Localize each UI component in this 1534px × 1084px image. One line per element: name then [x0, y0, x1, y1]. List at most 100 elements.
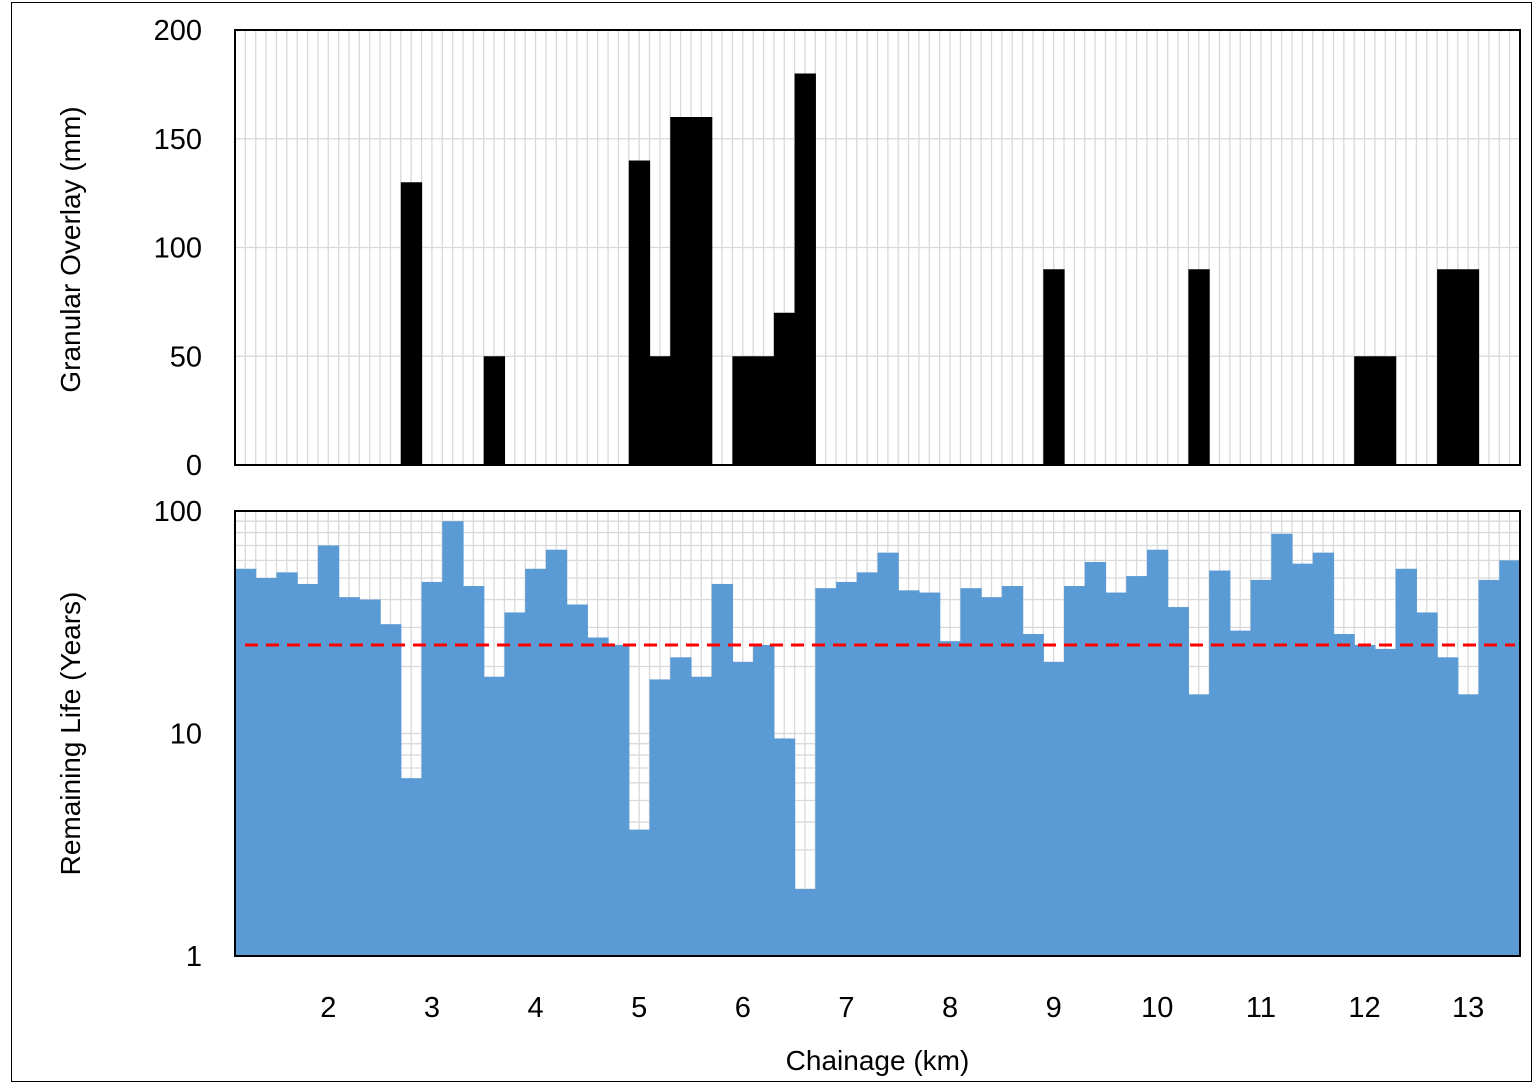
remaining-life-bar [359, 599, 381, 956]
remaining-life-bar [1084, 561, 1107, 956]
x-tick-label: 6 [735, 992, 751, 1024]
remaining-life-bar [462, 586, 485, 956]
x-tick-label: 4 [527, 992, 543, 1024]
overlay-bar [400, 182, 423, 465]
top-chart-grid [234, 29, 1521, 466]
overlay-bar [794, 73, 816, 465]
remaining-life-bar [1499, 560, 1521, 956]
remaining-life-bar [483, 676, 506, 956]
x-tick-label: 7 [838, 992, 854, 1024]
remaining-life-bar [918, 592, 941, 956]
remaining-life-bar [1001, 586, 1024, 956]
remaining-life-bar [898, 590, 920, 956]
remaining-life-bar [297, 583, 319, 956]
bottom-chart-bars [235, 521, 1521, 956]
remaining-life-bar [1209, 570, 1231, 956]
y-tick-label: 100 [154, 496, 202, 528]
y-tick-label: 0 [186, 450, 202, 482]
x-tick-label: 12 [1348, 992, 1380, 1024]
remaining-life-bar [545, 549, 568, 956]
y-tick-label: 100 [154, 233, 202, 265]
x-tick-label: 8 [942, 992, 958, 1024]
x-tick-label: 10 [1141, 992, 1173, 1024]
remaining-life-bar [856, 572, 879, 956]
top-y-axis-label: Granular Overlay (mm) [55, 106, 86, 392]
x-tick-label: 11 [1246, 992, 1276, 1024]
overlay-bar [1188, 269, 1210, 465]
remaining-life-bar [732, 661, 754, 956]
top-chart-bars [400, 73, 1480, 465]
remaining-life-bar [939, 641, 962, 956]
remaining-life-bar [1312, 552, 1335, 956]
x-tick-label: 13 [1452, 992, 1484, 1024]
remaining-life-bar [504, 612, 526, 956]
remaining-life-bar [794, 889, 816, 956]
overlay-bar [628, 160, 651, 465]
remaining-life-bar [1105, 592, 1127, 956]
remaining-life-bar [877, 552, 899, 956]
overlay-bar [773, 312, 796, 465]
x-tick-label: 5 [631, 992, 647, 1024]
remaining-life-bar [753, 644, 775, 956]
remaining-life-bar [317, 545, 340, 956]
remaining-life-bar [525, 568, 547, 956]
remaining-life-bar [276, 572, 298, 956]
top-y-tick-labels: 0 50 100 150 200 [154, 15, 202, 482]
overlay-bar [1354, 356, 1376, 465]
remaining-life-bar [1229, 630, 1252, 956]
remaining-life-bar [670, 657, 692, 956]
bottom-y-axis-label: Remaining Life (Years) [55, 592, 86, 876]
x-tick-labels: 2 3 4 5 6 7 8 9 10 11 12 13 [320, 992, 1484, 1024]
remaining-life-bar [608, 644, 630, 956]
remaining-life-bar [1167, 607, 1189, 956]
bottom-y-tick-labels: 1 10 100 [154, 496, 202, 973]
x-tick-label: 2 [320, 992, 336, 1024]
remaining-life-bar [1022, 634, 1044, 956]
bottom-plot-border [234, 510, 1521, 957]
x-tick-label: 9 [1046, 992, 1062, 1024]
remaining-life-bar [960, 588, 982, 956]
y-tick-label: 200 [154, 15, 202, 47]
x-tick-label: 3 [424, 992, 440, 1024]
remaining-life-bar [981, 597, 1003, 956]
remaining-life-bar [1043, 661, 1065, 956]
remaining-life-bar [1271, 533, 1293, 956]
overlay-bar [649, 356, 671, 465]
remaining-life-bar [235, 568, 257, 956]
remaining-life-bar [1333, 634, 1355, 956]
remaining-life-bar [1374, 648, 1397, 956]
overlay-bar [1374, 356, 1397, 465]
remaining-life-bar [711, 583, 734, 956]
remaining-life-bar [1354, 644, 1376, 956]
remaining-life-bar [587, 637, 609, 956]
remaining-life-bar [1437, 657, 1459, 956]
overlay-bar [732, 356, 754, 465]
remaining-life-bar [836, 581, 858, 956]
remaining-life-bar [1478, 579, 1500, 956]
overlay-bar [670, 117, 692, 465]
overlay-bar [1457, 269, 1480, 465]
y-tick-label: 10 [170, 719, 202, 751]
remaining-life-bar [1416, 612, 1438, 956]
remaining-life-bar [1146, 549, 1169, 956]
remaining-life-bar [628, 829, 651, 956]
remaining-life-bar [400, 778, 423, 956]
overlay-bar [1437, 269, 1459, 465]
remaining-life-bar [1188, 694, 1210, 956]
overlay-bar [483, 356, 506, 465]
top-plot-border [234, 29, 1521, 466]
remaining-life-bar [773, 738, 796, 956]
remaining-life-bar [1126, 576, 1148, 956]
remaining-life-bar [815, 588, 837, 956]
overlay-bar [690, 117, 713, 465]
y-tick-label: 1 [186, 941, 202, 973]
remaining-life-bar [1064, 586, 1086, 956]
remaining-life-bar [566, 604, 588, 956]
remaining-life-bar [421, 581, 443, 956]
remaining-life-bar [1457, 694, 1480, 956]
remaining-life-bar [338, 597, 360, 956]
y-tick-label: 150 [154, 124, 202, 156]
y-tick-label: 50 [170, 341, 202, 373]
remaining-life-bar [442, 521, 464, 956]
